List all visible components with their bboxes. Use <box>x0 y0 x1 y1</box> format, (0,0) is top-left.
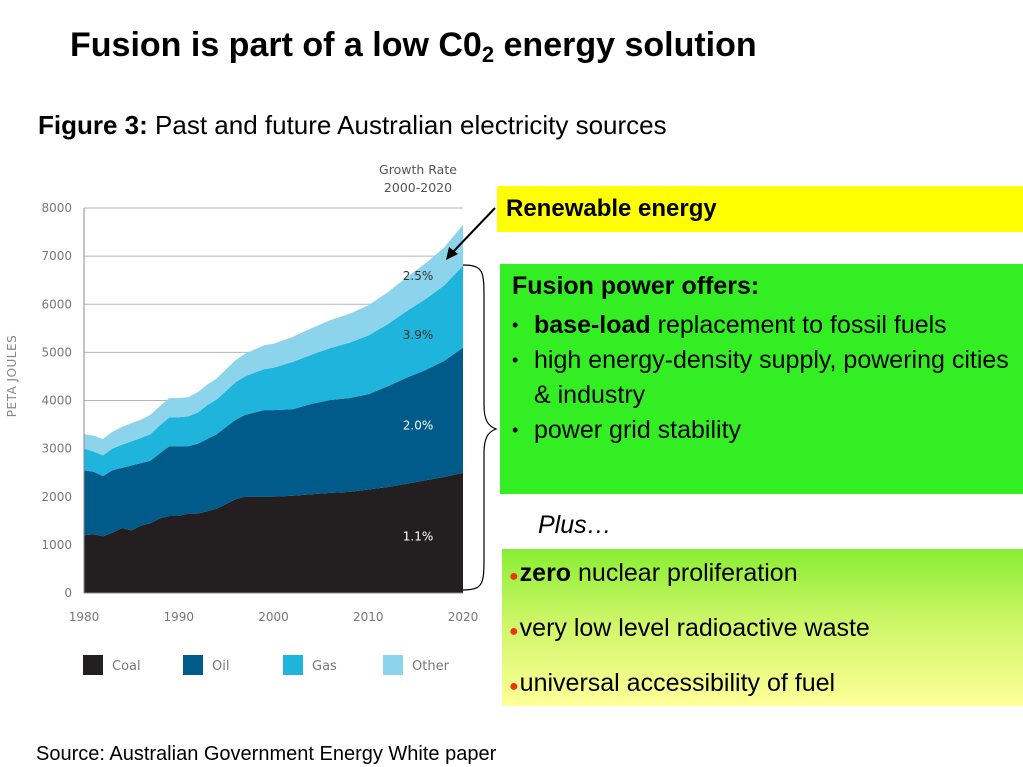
fusion-item: power grid stability <box>512 413 1017 448</box>
fusion-heading: Fusion power offers: <box>512 272 760 300</box>
fusion-item-text: power grid stability <box>534 416 742 444</box>
renewable-energy-callout: Renewable energy <box>497 186 1023 232</box>
legend-swatch <box>183 655 203 675</box>
legend-swatch <box>283 655 303 675</box>
x-tick-label: 1980 <box>69 610 100 624</box>
figure-caption-text: Past and future Australian electricity s… <box>155 110 667 140</box>
renewable-energy-label: Renewable energy <box>506 195 717 222</box>
x-tick-label: 2000 <box>258 610 289 624</box>
bullet-icon: ● <box>509 678 519 695</box>
figure-label: Figure 3: <box>38 110 148 140</box>
title-main: Fusion is part of a low C0 <box>70 26 482 64</box>
fusion-item: base-load replacement to fossil fuels <box>512 308 1017 343</box>
y-tick-label: 0 <box>64 586 72 600</box>
area-coal <box>84 472 463 593</box>
extra-item: ●very low level radioactive waste <box>509 614 870 643</box>
area-other <box>84 224 463 456</box>
fusion-benefits-box: Fusion power offers: base-load replaceme… <box>500 264 1023 494</box>
fusion-item: high energy-density supply, powering cit… <box>512 343 1017 413</box>
title-subscript: 2 <box>481 42 495 67</box>
y-tick-label: 7000 <box>41 249 72 263</box>
growth-rate-label: 1.1% <box>403 530 434 544</box>
x-tick-label: 1990 <box>163 610 194 624</box>
legend-label: Gas <box>312 659 337 674</box>
area-gas <box>84 265 463 477</box>
legend-label: Other <box>412 659 450 674</box>
extra-item: ●zero nuclear proliferation <box>509 559 798 588</box>
x-tick-label: 2020 <box>448 610 479 624</box>
growth-header-line1: Growth Rate <box>379 162 457 177</box>
growth-rate-label: 2.0% <box>403 418 434 432</box>
extra-item: ●universal accessibility of fuel <box>509 669 835 698</box>
slide-title: Fusion is part of a low C02 energy solut… <box>70 26 757 68</box>
y-axis-label: PETA JOULES <box>5 335 19 417</box>
growth-rate-label: 2.5% <box>403 269 434 283</box>
legend-label: Coal <box>112 659 141 674</box>
extra-item-text: nuclear proliferation <box>571 559 798 587</box>
figure-caption: Figure 3: Past and future Australian ele… <box>38 110 667 141</box>
extra-item-bold: zero <box>519 559 572 587</box>
plus-label: Plus… <box>538 511 612 539</box>
legend-label: Oil <box>212 659 229 674</box>
y-tick-label: 2000 <box>41 490 72 504</box>
area-oil <box>84 347 463 537</box>
y-tick-label: 1000 <box>41 538 72 552</box>
extra-item-text: very low level radioactive waste <box>519 614 870 642</box>
source-note: Source: Australian Government Energy Whi… <box>36 743 497 765</box>
chart-axes <box>83 208 463 594</box>
y-tick-label: 8000 <box>41 201 72 215</box>
y-tick-label: 5000 <box>41 345 72 359</box>
y-tick-label: 4000 <box>41 394 72 408</box>
legend-swatch <box>83 655 103 675</box>
x-tick-label: 2010 <box>353 610 384 624</box>
bullet-icon: ● <box>509 568 519 585</box>
growth-header-line2: 2000-2020 <box>384 180 452 195</box>
chart-legend: Coal Oil Gas Other <box>83 655 450 675</box>
legend-swatch <box>383 655 403 675</box>
chart-areas <box>84 224 463 593</box>
title-tail: energy solution <box>494 26 757 64</box>
energy-chart: 0 1000 2000 3000 4000 5000 6000 7000 8000 1980 199… <box>5 162 478 675</box>
fusion-item-text: high energy-density supply, powering cit… <box>534 346 1009 409</box>
chart-ticks: 0 1000 2000 3000 4000 5000 6000 7000 8000 1980 199… <box>41 201 478 624</box>
y-tick-label: 3000 <box>41 442 72 456</box>
growth-rate-label: 3.9% <box>403 328 434 342</box>
extra-item-text: universal accessibility of fuel <box>519 669 836 697</box>
additional-benefits-box: ●zero nuclear proliferation ●very low le… <box>502 549 1023 706</box>
fusion-item-bold: base-load <box>534 311 651 339</box>
y-tick-label: 6000 <box>41 297 72 311</box>
fusion-list: base-load replacement to fossil fuels hi… <box>512 308 1017 448</box>
growth-labels: 1.1% 2.0% 3.9% 2.5% <box>403 269 434 544</box>
bullet-icon: ● <box>509 623 519 640</box>
fusion-item-text: replacement to fossil fuels <box>650 311 947 339</box>
